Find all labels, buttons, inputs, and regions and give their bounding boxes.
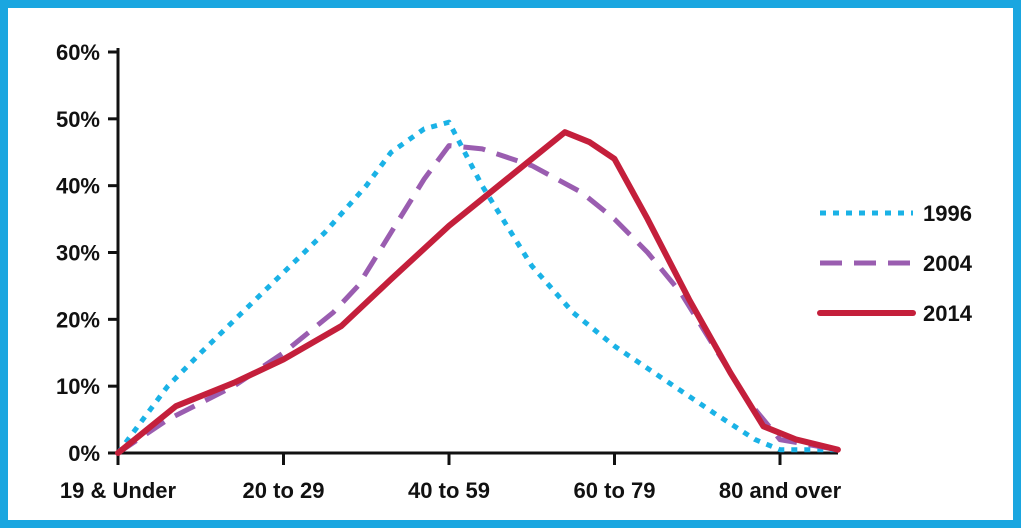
chart-frame: 0% 10% 20% 30% 40% 50% 60% 19 & Under 20 to 29 4… (8, 8, 1013, 520)
y-tick-label: 10% (56, 374, 100, 399)
series-lines (115, 119, 841, 456)
y-axis-ticks: 0% 10% 20% 30% 40% 50% 60% (56, 40, 118, 466)
x-tick-label: 19 & Under (60, 478, 177, 503)
x-tick-label: 40 to 59 (408, 478, 490, 503)
legend-label-1996: 1996 (923, 201, 972, 226)
series-line-1996 (115, 119, 838, 455)
y-tick-label: 20% (56, 307, 100, 332)
series-line-2004 (116, 143, 839, 456)
x-tick-label: 20 to 29 (243, 478, 325, 503)
legend-label-2014: 2014 (923, 301, 973, 326)
y-tick-label: 30% (56, 241, 100, 266)
series-line-2014 (115, 129, 841, 456)
y-tick-label: 0% (68, 441, 100, 466)
x-axis-ticks: 19 & Under 20 to 29 40 to 59 60 to 79 80 and… (60, 453, 842, 503)
y-tick-label: 50% (56, 107, 100, 132)
legend-label-2004: 2004 (923, 251, 973, 276)
line-chart: 0% 10% 20% 30% 40% 50% 60% 19 & Under 20 to 29 4… (56, 40, 973, 503)
legend: 1996 2004 2014 (817, 201, 973, 326)
x-tick-label: 60 to 79 (574, 478, 656, 503)
y-tick-label: 60% (56, 40, 100, 65)
x-tick-label: 80 and over (719, 478, 842, 503)
y-tick-label: 40% (56, 174, 100, 199)
axes (116, 48, 838, 455)
